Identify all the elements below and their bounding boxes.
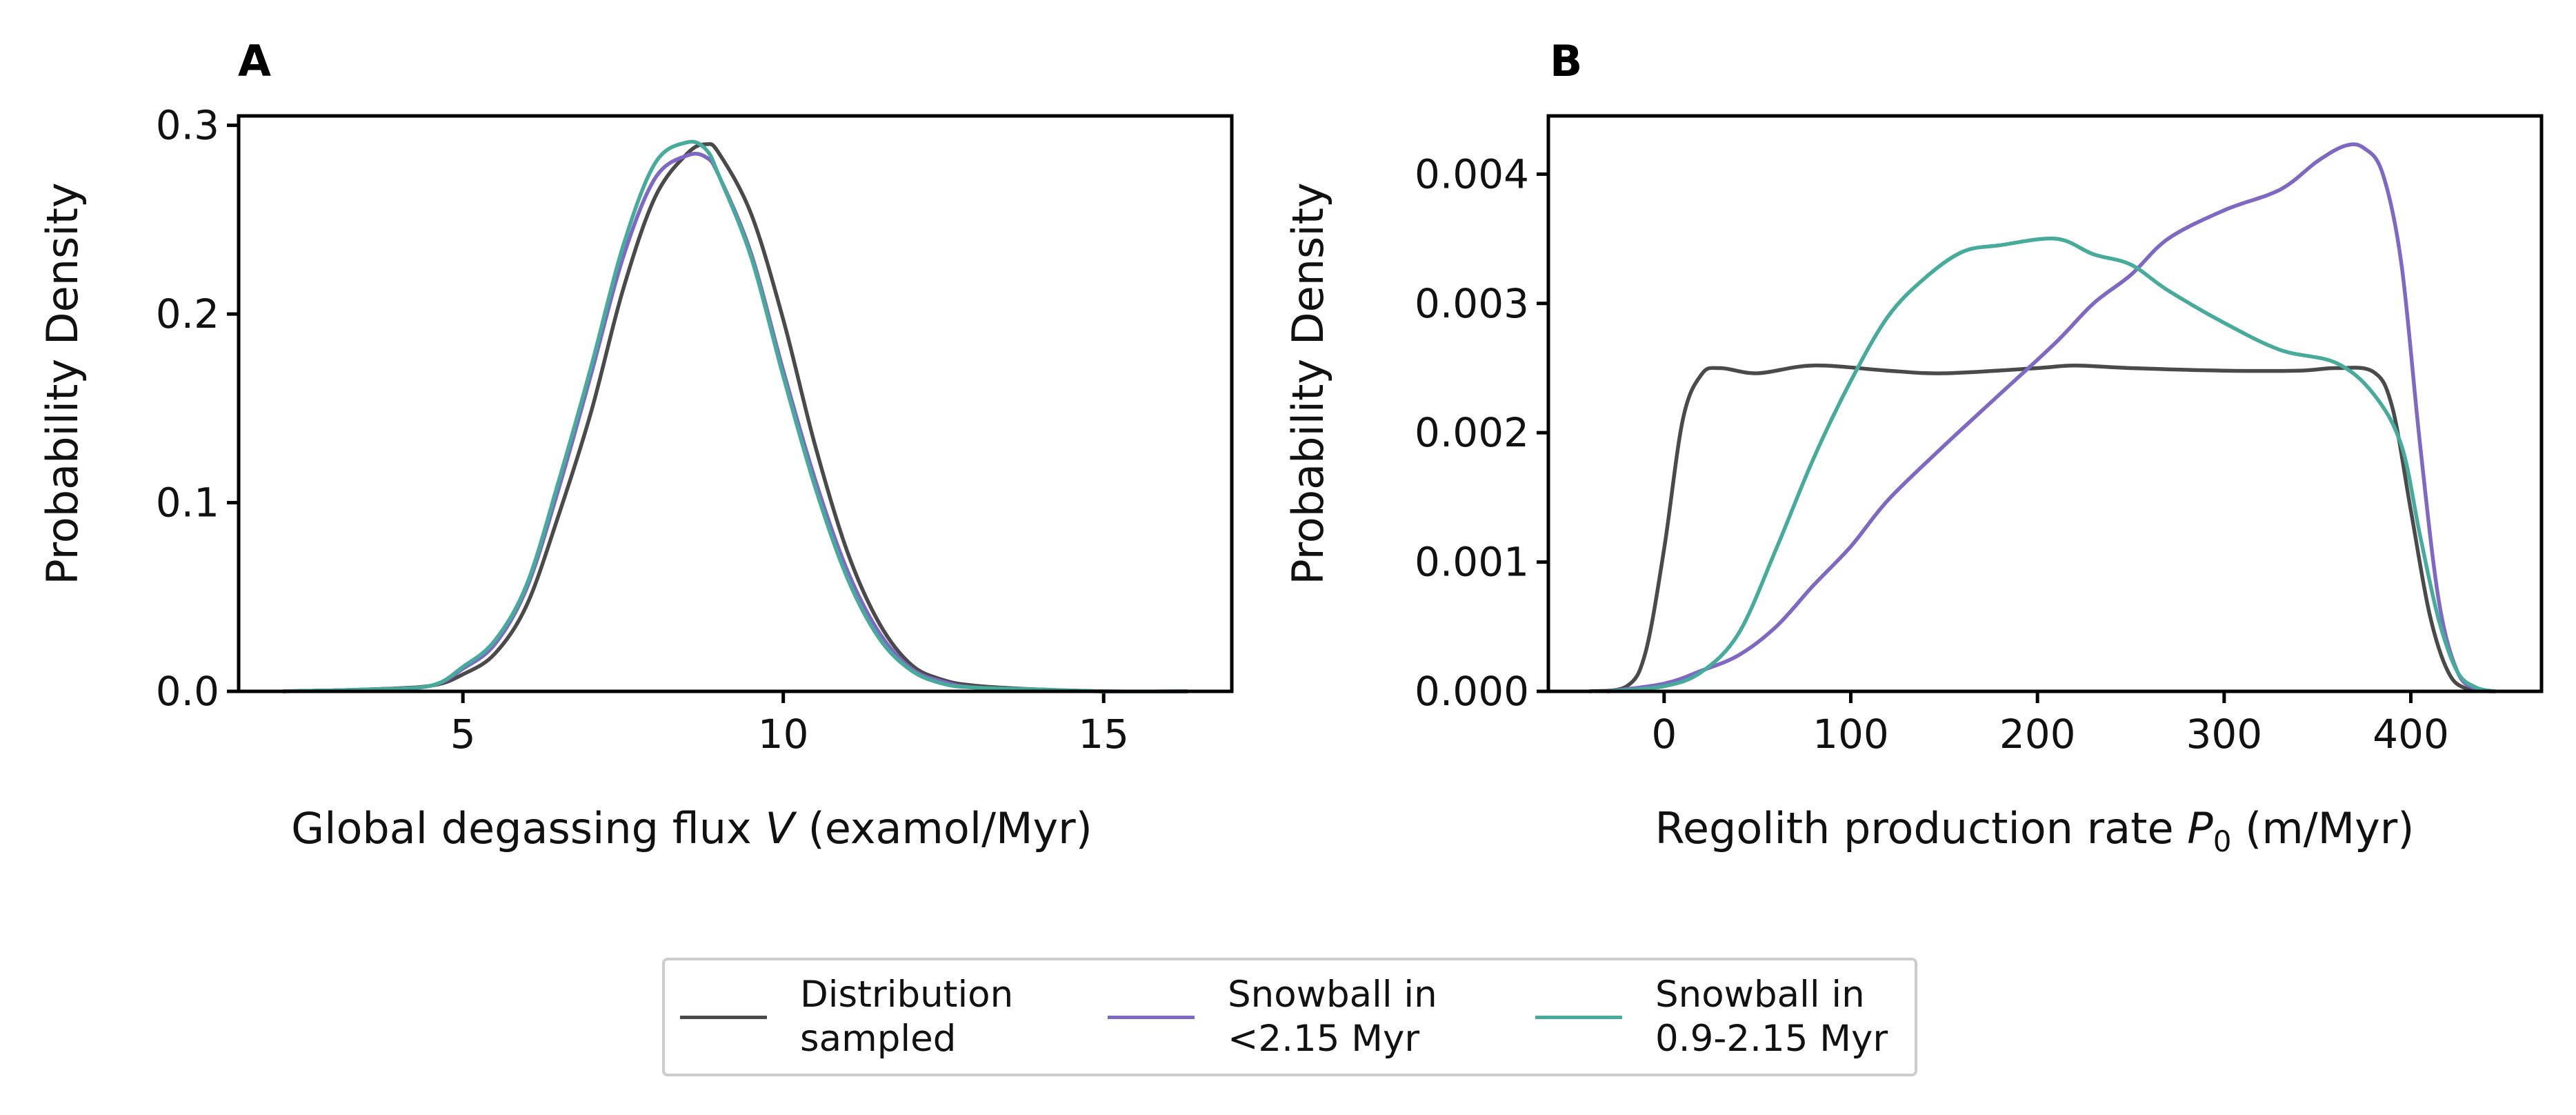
panel-a-letter: A [238, 36, 271, 86]
legend-label: Snowball in 0.9-2.15 Myr [1655, 974, 1888, 1060]
panel-a-series-0-line [281, 142, 1189, 693]
panel-a-frame [237, 114, 1234, 693]
panel-a-xtick-label: 15 [1078, 711, 1129, 758]
panel-b-ytick-label: 0.002 [1415, 409, 1529, 456]
panel-b-frame [1546, 114, 2544, 693]
panel-b-ytick-label: 0.003 [1415, 280, 1529, 327]
panel-a-ytick-label: 0.1 [156, 480, 219, 526]
panel-b-series-1-line [1606, 142, 2497, 693]
panel-b-plot: 0 100 200 300 400 0.000 0.001 0.002 0.003 0.004 [1415, 142, 2497, 758]
panel-b-ytick-label: 0.001 [1415, 539, 1529, 586]
legend-item: Snowball in 0.9-2.15 Myr [1520, 960, 1906, 1074]
legend-item: Snowball in <2.15 Myr [1092, 960, 1520, 1074]
panel-b-xtick-label: 300 [2186, 711, 2262, 758]
panel-b-xtick-label: 0 [1651, 711, 1677, 758]
panel-a-ytick-label: 0.3 [156, 102, 219, 149]
panel-a-xlabel: Global degassing flux V (examol/Myr) [291, 803, 1092, 853]
panel-a-series-1-line [281, 152, 1189, 693]
panel-b-xtick-label: 400 [2373, 711, 2449, 758]
panel-a-series-2-line [281, 139, 1189, 693]
panel-b-ylabel: Probability Density [1283, 182, 1333, 584]
panel-b-ytick-label: 0.000 [1415, 668, 1529, 715]
panel-b-letter: B [1550, 36, 1582, 86]
legend-swatch [1108, 1015, 1195, 1019]
panel-b-xtick-label: 200 [1999, 711, 2076, 758]
legend-label: Distribution sampled [800, 974, 1014, 1060]
panel-a: A Probability Density Global degassing f… [37, 36, 1234, 853]
panel-b-series-2-line [1606, 236, 2497, 693]
panel-a-xtick-label: 5 [450, 711, 476, 758]
panel-a-ytick-label: 0.2 [156, 290, 219, 337]
panel-a-xtick-label: 10 [758, 711, 809, 758]
panel-b: B Probability Density Regolith productio… [1283, 36, 2544, 858]
panel-a-ytick-label: 0.0 [156, 668, 219, 715]
legend-label: Snowball in <2.15 Myr [1228, 974, 1437, 1060]
panel-b-ytick-label: 0.004 [1415, 150, 1529, 197]
panel-a-ylabel: Probability Density [37, 182, 88, 584]
legend-item: Distribution sampled [665, 960, 1092, 1074]
legend: Distribution sampled Snowball in <2.15 My… [662, 958, 1917, 1076]
panel-b-series-0-line [1587, 363, 2497, 693]
panel-a-plot: 5 10 15 0.0 0.1 0.2 0.3 [156, 102, 1189, 758]
legend-swatch [1535, 1015, 1622, 1019]
panel-b-xlabel: Regolith production rate P0 (m/Myr) [1655, 803, 2415, 858]
legend-swatch [680, 1015, 767, 1019]
panel-b-xtick-label: 100 [1813, 711, 1889, 758]
